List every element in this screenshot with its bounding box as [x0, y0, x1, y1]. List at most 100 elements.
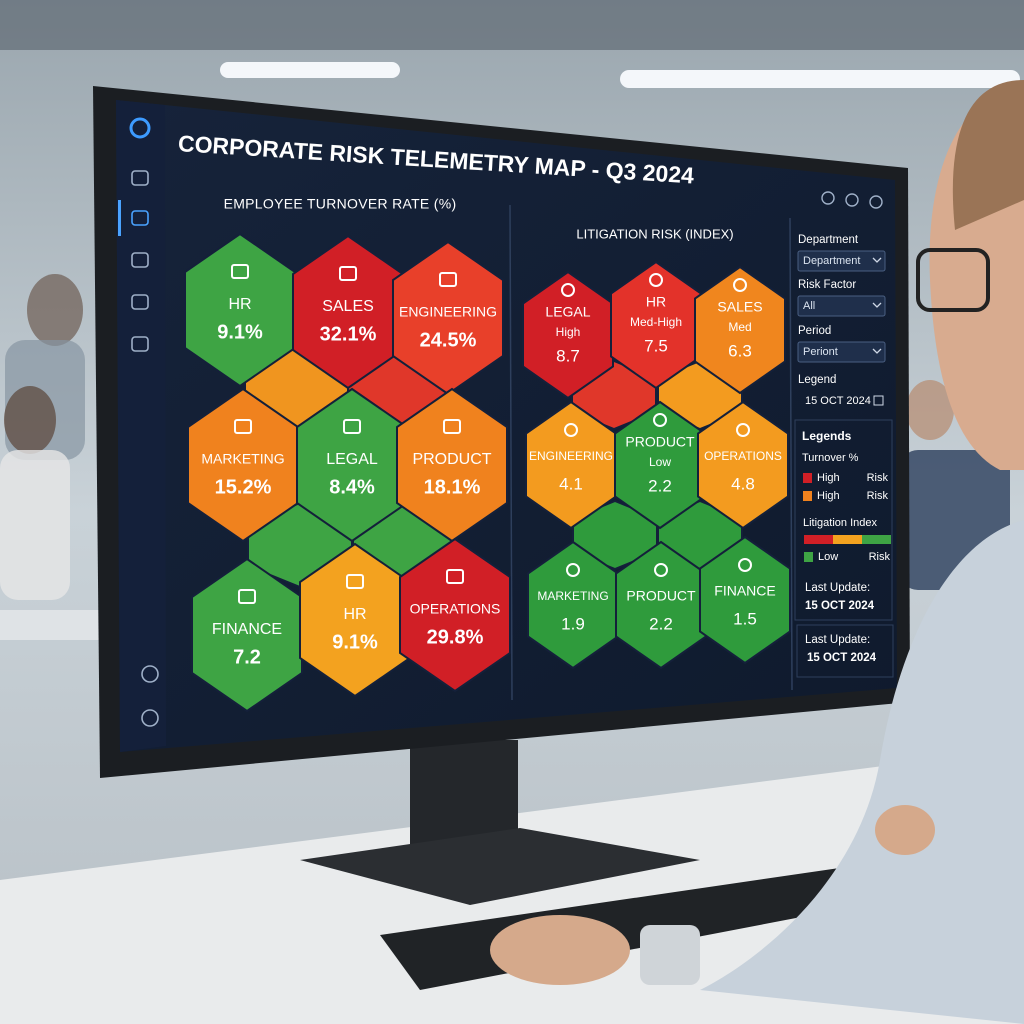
filter-value: Department [803, 255, 860, 267]
smart-watch [640, 925, 700, 985]
nav-icon[interactable] [131, 170, 149, 186]
update-date: 15 OCT 2024 [807, 652, 877, 664]
hex-tile[interactable] [697, 400, 789, 530]
tile-icon [736, 423, 750, 437]
filter-label: Risk Factor [798, 279, 856, 291]
filter-label: Department [798, 234, 859, 246]
ceiling-light [620, 70, 1020, 88]
tile-icon [238, 589, 256, 604]
tile-level: Low [649, 455, 671, 469]
tile-icon [439, 272, 457, 287]
tile-value: 4.1 [559, 474, 583, 493]
tile-value: 7.5 [644, 336, 668, 355]
tile-icon [446, 569, 464, 584]
tile-value: 9.1% [217, 321, 263, 343]
tile-label: OPERATIONS [704, 449, 782, 463]
hex-tile[interactable] [699, 535, 791, 665]
ceiling [0, 0, 1024, 50]
calendar-icon[interactable] [873, 395, 884, 406]
tile-value: 1.5 [733, 609, 757, 628]
panel-title: EMPLOYEE TURNOVER RATE (%) [224, 196, 457, 212]
update-label: Last Update: [805, 634, 870, 646]
tile-level: Med-High [630, 315, 682, 329]
tile-value: 8.7 [556, 346, 580, 365]
filter-value: 15 OCT 2024 [805, 395, 871, 407]
tile-icon [649, 273, 663, 287]
tile-icon [443, 419, 461, 434]
legend-title: Legends [802, 429, 852, 443]
toolbar-icon[interactable] [821, 191, 835, 205]
panel-divider [509, 204, 513, 701]
tile-icon [738, 558, 752, 572]
legend-subtitle: Turnover % [802, 452, 859, 464]
tile-icon [733, 278, 747, 292]
tile-label: PRODUCT [625, 434, 695, 450]
tile-label: LEGAL [545, 304, 590, 320]
tile-value: 2.2 [649, 614, 673, 633]
monitor-base [300, 828, 700, 905]
tile-value: 8.4% [329, 476, 375, 498]
hex-tile[interactable] [694, 265, 786, 395]
tile-value: 15.2% [215, 476, 272, 498]
tile-label: OPERATIONS [410, 601, 501, 617]
update-label: Last Update: [805, 582, 870, 594]
legend-swatch [804, 552, 813, 562]
person-hair [952, 80, 1024, 230]
legend-gradient [862, 535, 891, 544]
tile-icon [339, 266, 357, 281]
legend-gradient [804, 535, 833, 544]
legend-box [794, 419, 893, 621]
person-hand [490, 915, 630, 985]
tile-value: 29.8% [427, 626, 484, 648]
nav-icon[interactable] [131, 252, 149, 268]
nav-icon[interactable] [141, 709, 159, 727]
panel-title: LITIGATION RISK (INDEX) [576, 226, 733, 241]
toolbar-icon[interactable] [869, 195, 883, 209]
dropdown-caret [872, 302, 882, 308]
tile-value: 1.9 [561, 614, 585, 633]
tile-value: 7.2 [233, 646, 261, 668]
tile-label: PRODUCT [626, 588, 696, 604]
person-shirt [700, 520, 1024, 1024]
tile-label: ENGINEERING [399, 304, 497, 320]
tile-label: HR [646, 294, 666, 310]
tile-label: SALES [717, 299, 762, 315]
nav-rail [116, 100, 166, 752]
tile-value: 2.2 [648, 476, 672, 495]
tile-label: MARKETING [201, 451, 284, 467]
nav-icon[interactable] [131, 210, 149, 226]
logo [129, 117, 151, 139]
person-hand [875, 805, 935, 855]
legend-swatch [803, 473, 812, 483]
hex-tile[interactable] [399, 537, 511, 693]
tile-icon [561, 283, 575, 297]
toolbar-icon[interactable] [845, 193, 859, 207]
tile-value: 18.1% [424, 476, 481, 498]
tile-icon [346, 574, 364, 589]
tile-icon [654, 563, 668, 577]
panel-divider [789, 217, 793, 691]
legend-text: Low [818, 551, 838, 563]
background-person [906, 380, 954, 440]
nav-icon[interactable] [131, 294, 149, 310]
dropdown-caret [872, 257, 882, 263]
filter-value: All [803, 300, 815, 312]
filter-select[interactable] [797, 250, 886, 272]
tile-level: High [556, 325, 581, 339]
nav-icon[interactable] [141, 665, 159, 683]
filter-select[interactable] [797, 341, 886, 363]
filter-select[interactable] [797, 295, 886, 317]
tile-label: FINANCE [212, 621, 282, 638]
background-person [0, 450, 70, 600]
legend-text: High [817, 490, 840, 502]
filter-label: Legend [798, 374, 836, 386]
legend-text: Risk [867, 490, 889, 502]
nav-icon[interactable] [131, 336, 149, 352]
tile-value: 6.3 [728, 341, 752, 360]
update-date: 15 OCT 2024 [805, 600, 875, 612]
tile-level: Med [728, 320, 751, 334]
legend-text: Risk [867, 472, 889, 484]
tile-icon [564, 423, 578, 437]
tile-value: 24.5% [420, 329, 477, 351]
nav-active [118, 200, 121, 236]
